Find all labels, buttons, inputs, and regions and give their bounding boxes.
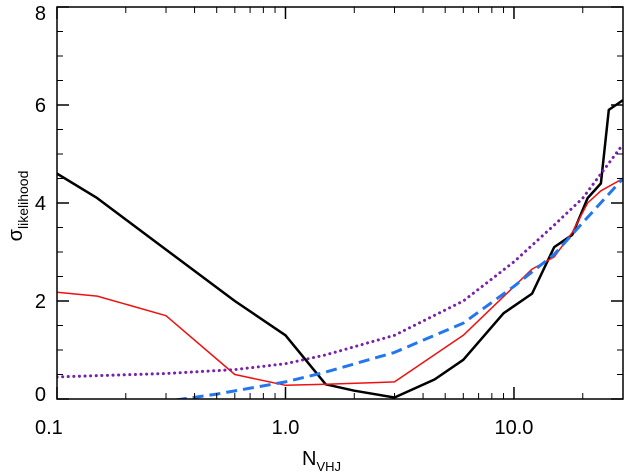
y-tick-label: 0: [35, 384, 46, 406]
y-tick-label: 6: [35, 95, 46, 117]
series-line-3: [57, 142, 623, 379]
tick-layer: [56, 6, 623, 400]
series-layer: [57, 99, 623, 399]
x-axis-title: NVHJ: [302, 448, 341, 474]
series-line-2: [57, 177, 623, 387]
y-tick-label: 8: [35, 3, 46, 25]
plot-frame: [56, 6, 624, 400]
y-axis-title-sub: likelihood: [15, 171, 31, 229]
x-axis-title-sub: VHJ: [316, 459, 341, 474]
x-tick-label: 0.1: [35, 417, 63, 439]
y-axis-title: σlikelihood: [5, 171, 31, 242]
x-axis-title-main: N: [302, 448, 316, 470]
label-layer: 0.1 1.0 10.0 0 2 4 6 8: [35, 3, 534, 439]
y-tick-label: 2: [35, 291, 46, 313]
series-line-1: [57, 99, 623, 399]
x-tick-label: 10.0: [495, 417, 534, 439]
series-line-4: [172, 177, 623, 399]
y-axis-title-main: σ: [5, 228, 27, 241]
x-tick-label: 1.0: [272, 417, 300, 439]
y-tick-label: 4: [35, 193, 46, 215]
